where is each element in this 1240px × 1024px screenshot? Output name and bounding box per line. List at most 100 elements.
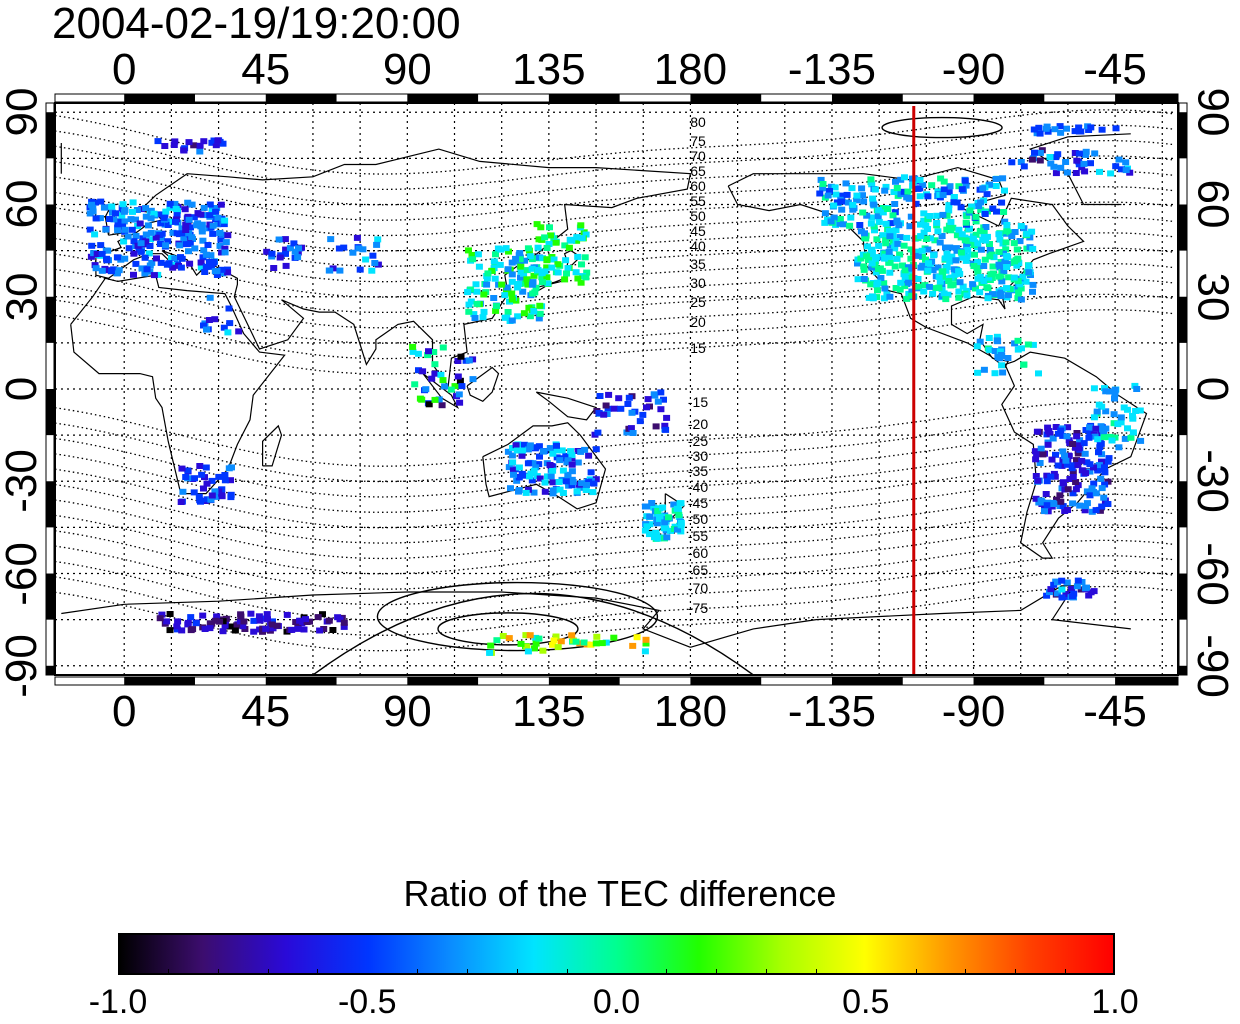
tec-cell: [901, 283, 909, 290]
tec-cell: [1095, 462, 1103, 469]
coastline: [95, 148, 692, 388]
tec-cell: [484, 270, 492, 277]
tec-cell: [976, 338, 984, 345]
tec-cell: [539, 279, 546, 286]
tec-cell: [1017, 285, 1025, 292]
tec-cell: [498, 281, 506, 288]
tec-cell: [431, 361, 439, 368]
tec-cell: [568, 632, 576, 639]
tec-cell: [971, 251, 978, 258]
tec-cell: [1020, 361, 1028, 368]
tec-cell: [652, 423, 660, 430]
tec-cell: [554, 261, 562, 268]
tec-cell: [414, 350, 422, 357]
tec-cell: [885, 248, 893, 255]
tec-cell: [1010, 274, 1018, 281]
tec-cell: [516, 256, 524, 263]
tec-cell: [893, 219, 901, 226]
tec-cell: [901, 174, 908, 181]
tec-cell: [107, 268, 115, 275]
colorbar-minor-tick: [466, 969, 468, 975]
tec-cell: [585, 452, 593, 459]
tec-cell: [657, 406, 665, 413]
tec-cell: [1111, 386, 1119, 393]
tec-cell: [896, 251, 904, 258]
tec-cell: [281, 236, 289, 243]
tec-cell: [1110, 411, 1118, 418]
lon-frame-segment: [124, 677, 195, 685]
tec-cell: [998, 353, 1006, 359]
tec-cell: [327, 236, 335, 243]
tec-cell: [472, 281, 480, 288]
top-lon-tick-label: 180: [653, 45, 728, 94]
tec-cell: [121, 207, 129, 214]
tec-cell: [505, 635, 513, 642]
tec-cell: [147, 215, 155, 222]
tec-cell: [1115, 156, 1123, 163]
tec-cell: [1003, 260, 1011, 267]
tec-cell: [557, 638, 565, 645]
tec-cell: [871, 186, 879, 193]
tec-cell: [108, 203, 116, 210]
tec-cell: [210, 258, 218, 265]
tec-cell: [984, 295, 992, 302]
tec-cell: [903, 234, 911, 241]
tec-cell: [1074, 462, 1082, 468]
tec-cell: [892, 285, 900, 291]
tec-cell: [924, 226, 931, 232]
tec-cell: [1046, 154, 1054, 160]
top-lon-tick-label: 90: [382, 45, 432, 94]
top-lon-tick-label: 45: [241, 45, 291, 94]
tec-cell: [930, 252, 938, 259]
tec-cell: [546, 445, 554, 452]
colorbar-minor-tick: [666, 969, 668, 975]
tec-cell: [858, 185, 866, 192]
tec-cell: [590, 480, 598, 487]
tec-cell: [439, 377, 447, 384]
tec-cell: [916, 193, 924, 200]
tec-cell: [673, 505, 681, 512]
tec-cell: [1001, 187, 1008, 194]
tec-cell: [838, 206, 846, 213]
tec-cell: [979, 185, 987, 192]
tec-cell: [953, 232, 961, 239]
tec-cell: [1005, 274, 1013, 281]
tec-cell: [475, 263, 483, 270]
tec-cell: [1101, 481, 1109, 488]
tec-cell: [1137, 437, 1145, 444]
tec-cell: [517, 263, 525, 270]
tec-cell: [846, 222, 854, 229]
tec-cell: [474, 251, 482, 258]
tec-cell: [110, 216, 118, 223]
tec-cell: [1106, 388, 1114, 395]
tec-cell: [88, 242, 96, 249]
tec-cell: [899, 262, 906, 269]
tec-cell: [945, 202, 953, 209]
tec-cell: [993, 337, 1001, 344]
tec-cell: [1058, 462, 1066, 469]
tec-cell: [1003, 228, 1011, 235]
tec-cell: [860, 266, 868, 273]
tec-cell: [1086, 424, 1094, 431]
tec-cell: [276, 254, 284, 261]
tec-cell: [493, 637, 501, 644]
tec-cell: [564, 472, 572, 479]
tec-cell: [505, 464, 513, 471]
tec-cell: [1043, 502, 1051, 509]
tec-cell: [914, 185, 922, 192]
tec-cell: [670, 501, 678, 508]
tec-cell: [1072, 170, 1080, 176]
tec-cell: [504, 309, 512, 315]
tec-cell: [946, 258, 954, 265]
tec-cell: [97, 242, 105, 249]
tec-cell: [353, 234, 361, 241]
tec-cell: [200, 322, 207, 329]
tec-cell: [118, 212, 126, 219]
tec-cell: [522, 632, 530, 639]
tec-cell: [1011, 229, 1019, 235]
lat-frame-segment: [1179, 204, 1187, 251]
tec-cell: [549, 487, 557, 494]
tec-cell: [1029, 288, 1036, 295]
tec-cell: [535, 315, 543, 322]
tec-cell: [952, 257, 960, 264]
